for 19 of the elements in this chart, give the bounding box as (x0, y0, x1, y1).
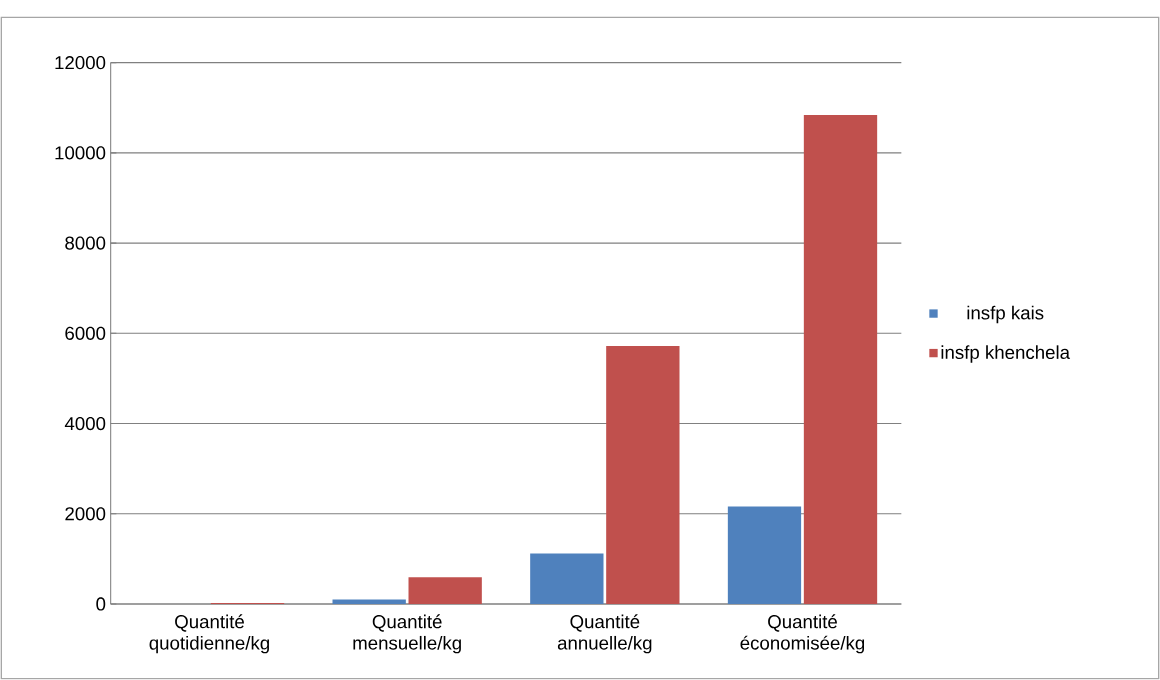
bar (606, 345, 680, 604)
y-tick-label: 4000 (64, 416, 106, 431)
y-tick-label: 6000 (65, 326, 106, 340)
x-tick-label: Quantité économisée/kg (740, 614, 865, 654)
bar (727, 506, 802, 604)
bar (408, 577, 482, 604)
legend-label: insfp kais (967, 305, 1044, 324)
x-tick-label: Quantité quotidienne/kg (149, 614, 269, 654)
bar (332, 599, 406, 604)
y-tick-label: 0 (96, 597, 106, 611)
y-tick-label: 12000 (55, 56, 106, 70)
bar (530, 553, 604, 604)
x-tick-label: Quantité annuelle/kg (557, 614, 652, 654)
y-tick-label: 10000 (55, 146, 106, 160)
y-tick-label: 2000 (65, 507, 106, 521)
y-tick-label: 8000 (65, 236, 106, 250)
legend-label: insfp khenchela (941, 345, 1071, 363)
x-tick-label: Quantité mensuelle/kg (353, 614, 461, 654)
bar (803, 114, 878, 604)
